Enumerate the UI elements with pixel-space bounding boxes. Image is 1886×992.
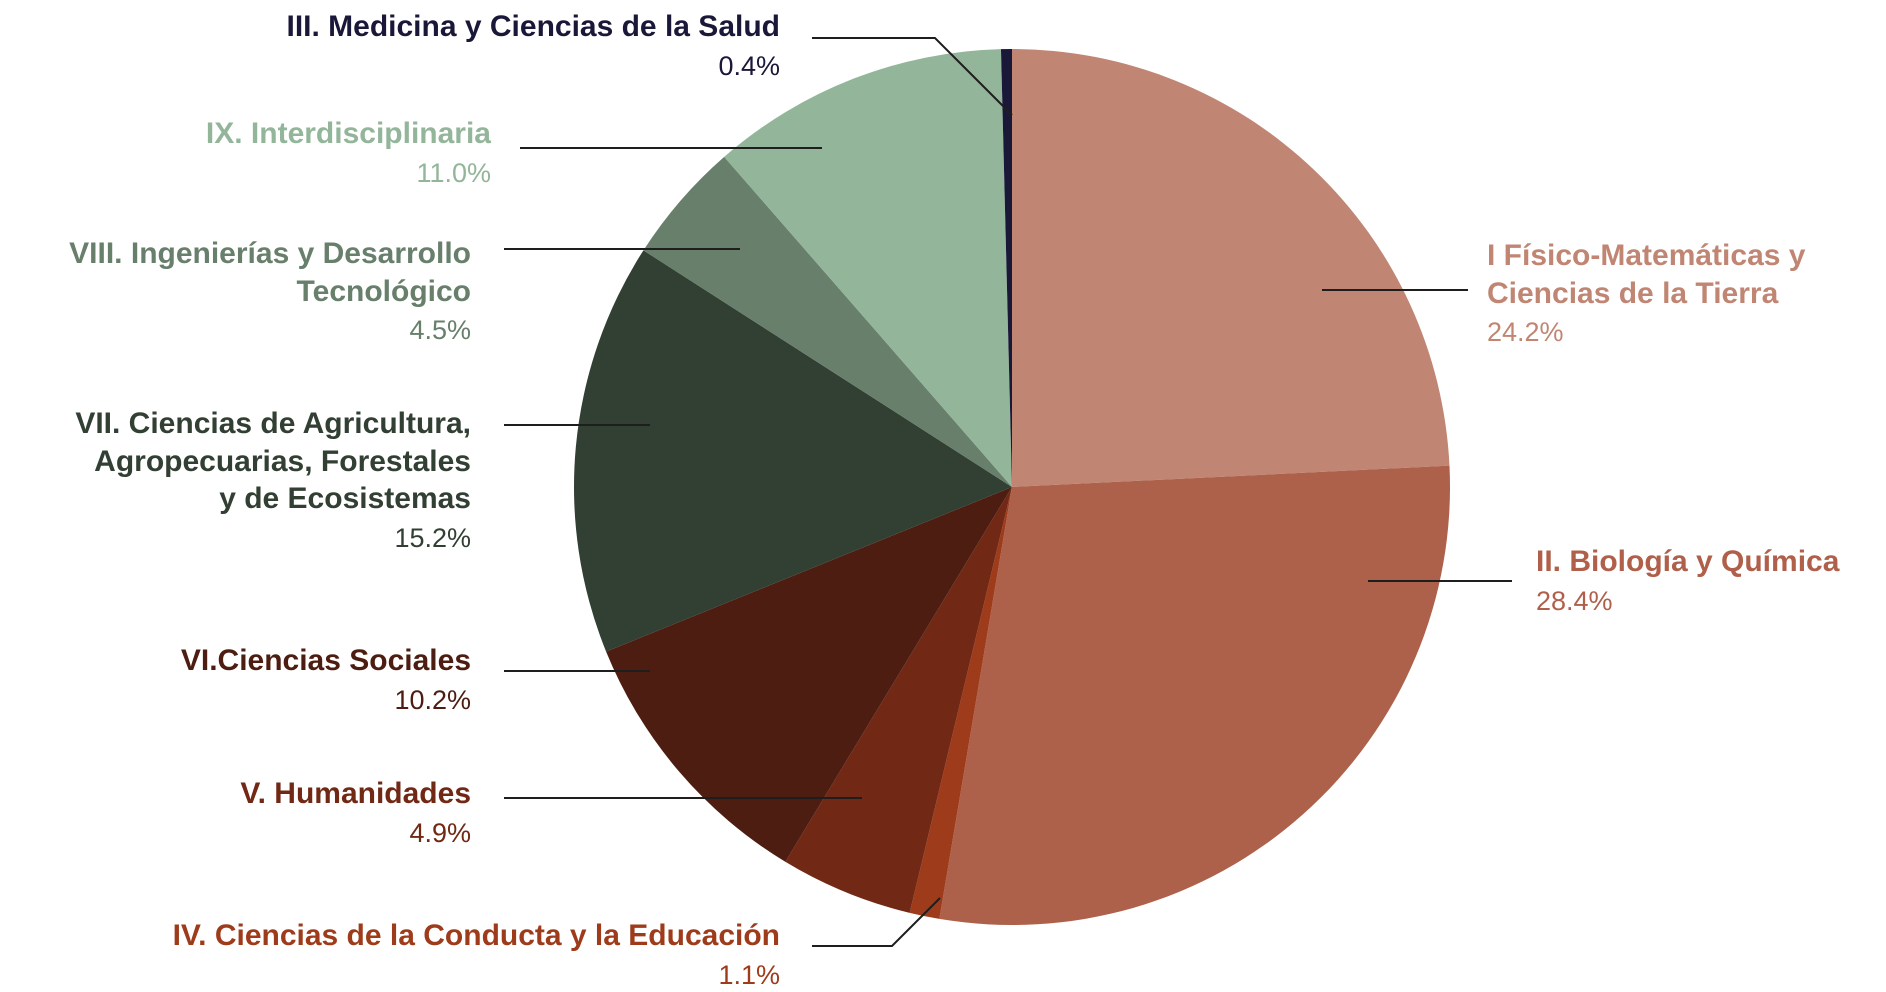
- label-v-name: V. Humanidades: [240, 775, 471, 813]
- label-viii: VIII. Ingenierías y Desarrollo Tecnológi…: [69, 235, 471, 348]
- label-viii-name-2: Tecnológico: [69, 273, 471, 311]
- label-vii-name-1: VII. Ciencias de Agricultura,: [75, 405, 471, 443]
- label-ix-name: IX. Interdisciplinaria: [206, 115, 491, 153]
- label-i-name-1: I Físico-Matemáticas y: [1487, 237, 1805, 275]
- label-vii: VII. Ciencias de Agricultura, Agropecuar…: [75, 405, 471, 555]
- label-v: V. Humanidades 4.9%: [240, 775, 471, 850]
- label-i: I Físico-Matemáticas y Ciencias de la Ti…: [1487, 237, 1805, 350]
- label-ii-pct: 28.4%: [1536, 585, 1839, 619]
- label-ii-name: II. Biología y Química: [1536, 543, 1839, 581]
- label-ix: IX. Interdisciplinaria 11.0%: [206, 115, 491, 190]
- label-vi-name: VI.Ciencias Sociales: [181, 642, 471, 680]
- label-v-pct: 4.9%: [240, 817, 471, 851]
- pie-slice-i: [1012, 49, 1449, 487]
- label-iii-pct: 0.4%: [286, 50, 780, 84]
- label-vii-name-3: y de Ecosistemas: [75, 480, 471, 518]
- label-viii-pct: 4.5%: [69, 314, 471, 348]
- label-ix-pct: 11.0%: [206, 157, 491, 191]
- label-iii-name: III. Medicina y Ciencias de la Salud: [286, 8, 780, 46]
- label-ii: II. Biología y Química 28.4%: [1536, 543, 1839, 618]
- pie-slice-ii: [939, 466, 1450, 925]
- label-vi-pct: 10.2%: [181, 684, 471, 718]
- label-viii-name-1: VIII. Ingenierías y Desarrollo: [69, 235, 471, 273]
- label-i-pct: 24.2%: [1487, 316, 1805, 350]
- label-iv-name: IV. Ciencias de la Conducta y la Educaci…: [173, 917, 780, 955]
- label-iii: III. Medicina y Ciencias de la Salud 0.4…: [286, 8, 780, 83]
- label-vii-pct: 15.2%: [75, 522, 471, 556]
- label-vi: VI.Ciencias Sociales 10.2%: [181, 642, 471, 717]
- label-iv: IV. Ciencias de la Conducta y la Educaci…: [173, 917, 780, 992]
- pie-slices: [574, 49, 1450, 925]
- label-i-name-2: Ciencias de la Tierra: [1487, 275, 1805, 313]
- label-vii-name-2: Agropecuarias, Forestales: [75, 443, 471, 481]
